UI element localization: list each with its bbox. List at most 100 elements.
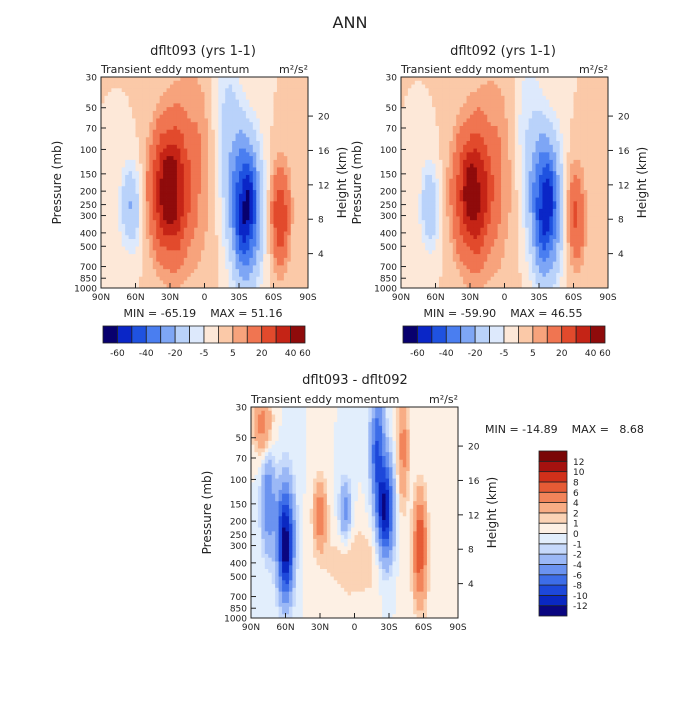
field-cell	[253, 269, 257, 273]
field-cell	[446, 167, 450, 171]
field-cell	[246, 243, 250, 247]
field-cell	[284, 126, 288, 130]
field-cell	[146, 103, 150, 107]
field-cell	[287, 118, 291, 122]
field-cell	[118, 134, 122, 138]
field-cell	[232, 205, 236, 209]
field-cell	[198, 126, 202, 130]
field-cell	[111, 81, 115, 85]
field-cell	[242, 235, 246, 239]
field-cell	[494, 77, 498, 81]
field-cell	[198, 220, 202, 224]
field-cell	[505, 156, 509, 160]
field-cell	[208, 262, 212, 266]
field-cell	[132, 190, 136, 194]
field-cell	[129, 88, 133, 92]
field-cell	[225, 164, 229, 168]
field-cell	[529, 126, 533, 130]
field-cell	[563, 134, 567, 138]
field-cell	[539, 137, 543, 141]
field-cell	[129, 262, 133, 266]
field-cell	[294, 216, 298, 220]
field-cell	[211, 269, 215, 273]
field-cell	[598, 107, 602, 111]
field-cell	[567, 100, 571, 104]
field-cell	[542, 96, 546, 100]
field-cell	[525, 81, 529, 85]
y-axis-title: Pressure (mb)	[50, 141, 64, 225]
field-cell	[198, 235, 202, 239]
field-cell	[236, 118, 240, 122]
field-cell	[156, 269, 160, 273]
field-cell	[187, 171, 191, 175]
field-cell	[242, 265, 246, 269]
field-cell	[149, 141, 153, 145]
field-cell	[263, 81, 267, 85]
field-cell	[470, 167, 474, 171]
field-cell	[139, 198, 143, 202]
field-cell	[218, 156, 222, 160]
field-cell	[477, 96, 481, 100]
field-cell	[136, 220, 140, 224]
field-cell	[501, 115, 505, 119]
field-cell	[601, 145, 605, 149]
field-cell	[460, 81, 464, 85]
field-cell	[291, 103, 295, 107]
field-cell	[256, 201, 260, 205]
field-cell	[236, 205, 240, 209]
field-cell	[494, 107, 498, 111]
field-cell	[149, 209, 153, 213]
field-cell	[508, 122, 512, 126]
field-cell	[173, 103, 177, 107]
field-cell	[439, 81, 443, 85]
field-cell	[456, 141, 460, 145]
field-cell	[556, 115, 560, 119]
field-cell	[115, 160, 119, 164]
field-cell	[173, 100, 177, 104]
field-cell	[522, 164, 526, 168]
field-cell	[298, 205, 302, 209]
field-cell	[239, 277, 243, 281]
field-cell	[173, 247, 177, 251]
field-cell	[232, 126, 236, 130]
field-cell	[201, 134, 205, 138]
field-cell	[149, 85, 153, 89]
field-cell	[253, 201, 257, 205]
field-cell	[180, 88, 184, 92]
field-cell	[260, 190, 264, 194]
field-cell	[253, 265, 257, 269]
field-cell	[104, 239, 108, 243]
field-cell	[267, 134, 271, 138]
field-cell	[156, 201, 160, 205]
field-cell	[280, 103, 284, 107]
field-cell	[274, 122, 278, 126]
field-cell	[146, 258, 150, 262]
field-cell	[539, 111, 543, 115]
field-cell	[522, 81, 526, 85]
field-cell	[111, 277, 115, 281]
field-cell	[177, 115, 181, 119]
field-cell	[539, 122, 543, 126]
field-cell	[218, 179, 222, 183]
field-cell	[491, 160, 495, 164]
field-cell	[160, 171, 164, 175]
field-cell	[122, 224, 126, 228]
field-cell	[439, 115, 443, 119]
field-cell	[115, 280, 119, 284]
field-cell	[270, 103, 274, 107]
field-cell	[505, 126, 509, 130]
field-cell	[556, 141, 560, 145]
field-cell	[239, 250, 243, 254]
field-cell	[253, 277, 257, 281]
field-cell	[439, 130, 443, 134]
field-cell	[170, 262, 174, 266]
field-cell	[146, 137, 150, 141]
contour-plot: 305070100150200250300400500700850100090N…	[350, 74, 649, 304]
field-cell	[591, 77, 595, 81]
field-cell	[542, 130, 546, 134]
field-cell	[287, 167, 291, 171]
field-cell	[287, 103, 291, 107]
field-cell	[184, 239, 188, 243]
field-cell	[129, 118, 133, 122]
field-cell	[184, 216, 188, 220]
